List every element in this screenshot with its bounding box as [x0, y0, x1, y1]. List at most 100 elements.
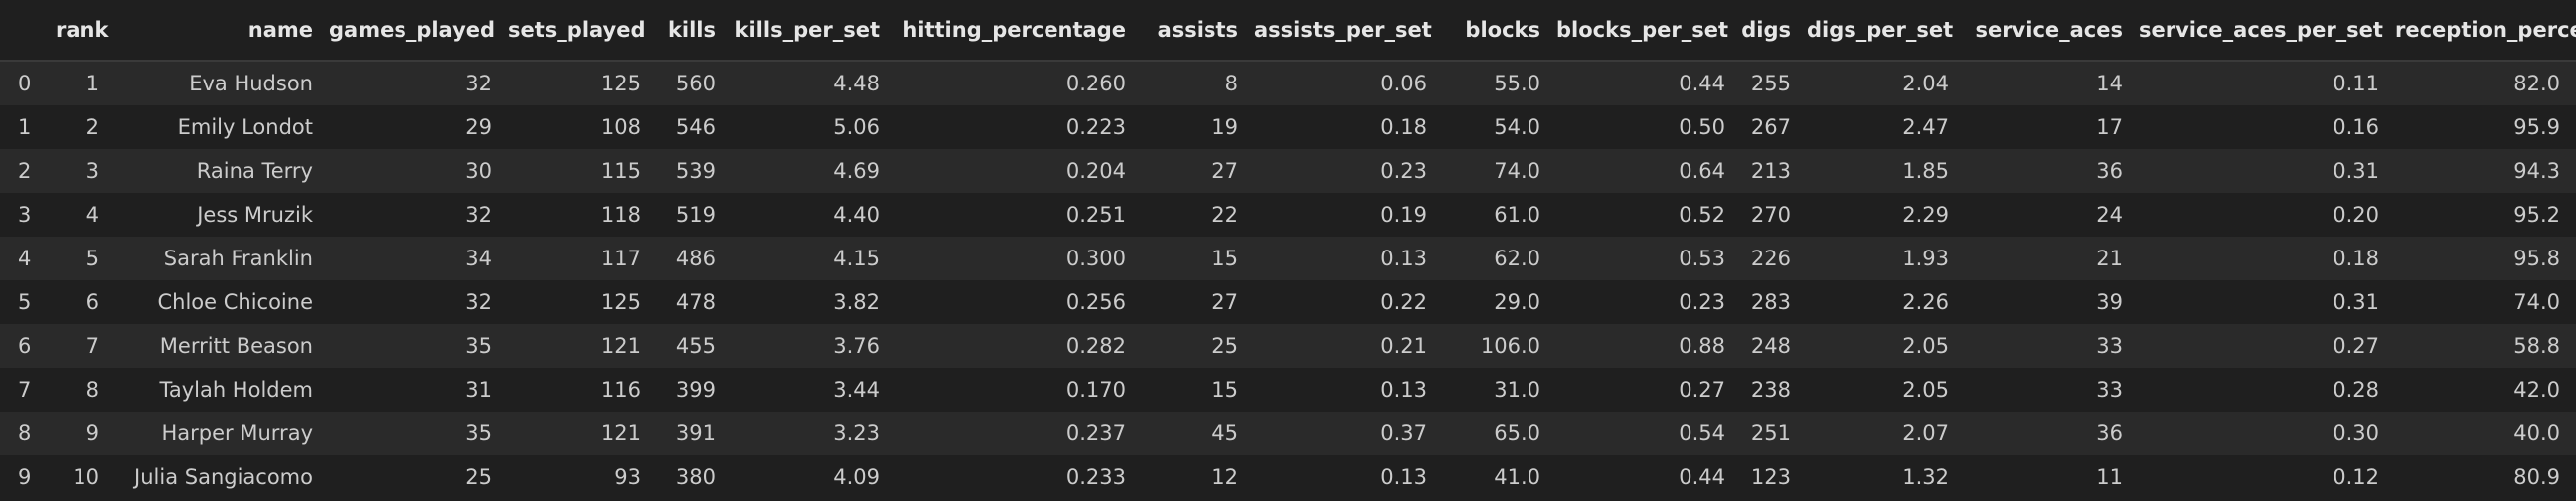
cell-service-aces: 17 [2096, 115, 2123, 139]
cell-digs: 270 [1750, 203, 1791, 227]
cell-digs: 123 [1750, 465, 1791, 489]
cell-digs-per-set: 2.47 [1902, 115, 1949, 139]
column-header-assists: assists [1142, 0, 1254, 62]
table-row: 0 1 Eva Hudson 32 125 560 4.48 0.260 8 0.06 55.0 0.… [0, 61, 2576, 105]
column-header-kills-per-set: kills_per_set [731, 0, 895, 62]
cell-service-aces-per-set: 0.31 [2333, 290, 2379, 314]
cell-rank: 8 [85, 378, 99, 402]
cell-assists: 27 [1211, 290, 1238, 314]
cell-kills: 519 [675, 203, 716, 227]
cell-kills: 560 [675, 72, 716, 95]
cell-kills-per-set: 4.48 [833, 72, 880, 95]
table-row: 4 5 Sarah Franklin 34 117 486 4.15 0.300 15 0.13 6… [0, 237, 2576, 280]
cell-assists: 45 [1211, 421, 1238, 445]
cell-digs: 267 [1750, 115, 1791, 139]
cell-games-played: 35 [465, 334, 492, 358]
cell-reception-percentage: 58.8 [2513, 334, 2560, 358]
table-row: 6 7 Merritt Beason 35 121 455 3.76 0.282 25 0.21 1… [0, 324, 2576, 368]
column-header-blocks: blocks [1443, 0, 1556, 62]
column-header-hitting-percentage: hitting_percentage [895, 0, 1142, 62]
cell-games-played: 32 [465, 290, 492, 314]
cell-sets-played: 117 [600, 247, 641, 270]
cell-reception-percentage: 95.8 [2513, 247, 2560, 270]
cell-games-played: 34 [465, 247, 492, 270]
row-index: 5 [18, 290, 32, 314]
cell-rank: 6 [85, 290, 99, 314]
cell-name: Julia Sangiacomo [134, 465, 313, 489]
table-row: 2 3 Raina Terry 30 115 539 4.69 0.204 27 0.23 74.0… [0, 149, 2576, 193]
cell-rank: 2 [85, 115, 99, 139]
cell-blocks: 106.0 [1480, 334, 1540, 358]
cell-service-aces-per-set: 0.28 [2333, 378, 2379, 402]
cell-digs-per-set: 2.04 [1902, 72, 1949, 95]
cell-games-played: 32 [465, 203, 492, 227]
cell-name: Jess Mruzik [197, 203, 313, 227]
index-header [0, 0, 56, 62]
column-header-blocks-per-set: blocks_per_set [1556, 0, 1741, 62]
cell-service-aces-per-set: 0.30 [2333, 421, 2379, 445]
cell-assists-per-set: 0.19 [1380, 203, 1427, 227]
cell-service-aces: 11 [2096, 465, 2123, 489]
column-header-name: name [115, 0, 329, 62]
cell-assists: 15 [1211, 378, 1238, 402]
cell-rank: 3 [85, 159, 99, 183]
cell-service-aces: 39 [2096, 290, 2123, 314]
cell-name: Sarah Franklin [163, 247, 313, 270]
cell-blocks-per-set: 0.88 [1679, 334, 1725, 358]
cell-kills: 478 [675, 290, 716, 314]
cell-sets-played: 93 [614, 465, 641, 489]
cell-reception-percentage: 80.9 [2513, 465, 2560, 489]
cell-kills-per-set: 3.23 [833, 421, 880, 445]
table-body: 0 1 Eva Hudson 32 125 560 4.48 0.260 8 0.06 55.0 0.… [0, 61, 2576, 499]
cell-kills: 455 [675, 334, 716, 358]
cell-sets-played: 125 [600, 290, 641, 314]
cell-name: Raina Terry [196, 159, 313, 183]
cell-kills: 546 [675, 115, 716, 139]
cell-digs-per-set: 2.07 [1902, 421, 1949, 445]
cell-blocks-per-set: 0.64 [1679, 159, 1725, 183]
cell-reception-percentage: 42.0 [2513, 378, 2560, 402]
cell-digs: 226 [1750, 247, 1791, 270]
cell-hitting-percentage: 0.260 [1065, 72, 1126, 95]
cell-kills-per-set: 5.06 [833, 115, 880, 139]
cell-assists: 19 [1211, 115, 1238, 139]
cell-assists: 15 [1211, 247, 1238, 270]
cell-hitting-percentage: 0.300 [1065, 247, 1126, 270]
cell-kills-per-set: 4.69 [833, 159, 880, 183]
cell-reception-percentage: 94.3 [2513, 159, 2560, 183]
cell-kills-per-set: 4.09 [833, 465, 880, 489]
row-index: 6 [18, 334, 32, 358]
cell-reception-percentage: 74.0 [2513, 290, 2560, 314]
cell-name: Chloe Chicoine [157, 290, 313, 314]
cell-assists-per-set: 0.13 [1380, 378, 1427, 402]
cell-name: Emily Londot [177, 115, 313, 139]
cell-blocks-per-set: 0.50 [1679, 115, 1725, 139]
cell-hitting-percentage: 0.204 [1065, 159, 1126, 183]
cell-blocks: 61.0 [1494, 203, 1540, 227]
cell-rank: 1 [85, 72, 99, 95]
table-row: 5 6 Chloe Chicoine 32 125 478 3.82 0.256 27 0.22 2… [0, 280, 2576, 324]
cell-blocks: 55.0 [1494, 72, 1540, 95]
column-header-rank: rank [56, 0, 115, 62]
cell-digs-per-set: 1.85 [1902, 159, 1949, 183]
column-header-reception-percentage: reception_percentage [2395, 0, 2576, 62]
cell-assists: 25 [1211, 334, 1238, 358]
cell-service-aces: 24 [2096, 203, 2123, 227]
cell-service-aces-per-set: 0.20 [2333, 203, 2379, 227]
cell-kills: 380 [675, 465, 716, 489]
cell-service-aces-per-set: 0.12 [2333, 465, 2379, 489]
row-index: 8 [18, 421, 32, 445]
cell-games-played: 35 [465, 421, 492, 445]
cell-kills: 539 [675, 159, 716, 183]
column-header-service-aces-per-set: service_aces_per_set [2139, 0, 2395, 62]
cell-blocks-per-set: 0.44 [1679, 465, 1725, 489]
cell-assists: 22 [1211, 203, 1238, 227]
table-row: 7 8 Taylah Holdem 31 116 399 3.44 0.170 15 0.13 31… [0, 368, 2576, 412]
cell-kills-per-set: 4.15 [833, 247, 880, 270]
cell-rank: 9 [85, 421, 99, 445]
cell-assists-per-set: 0.23 [1380, 159, 1427, 183]
cell-reception-percentage: 95.2 [2513, 203, 2560, 227]
cell-digs: 283 [1750, 290, 1791, 314]
cell-digs: 255 [1750, 72, 1791, 95]
